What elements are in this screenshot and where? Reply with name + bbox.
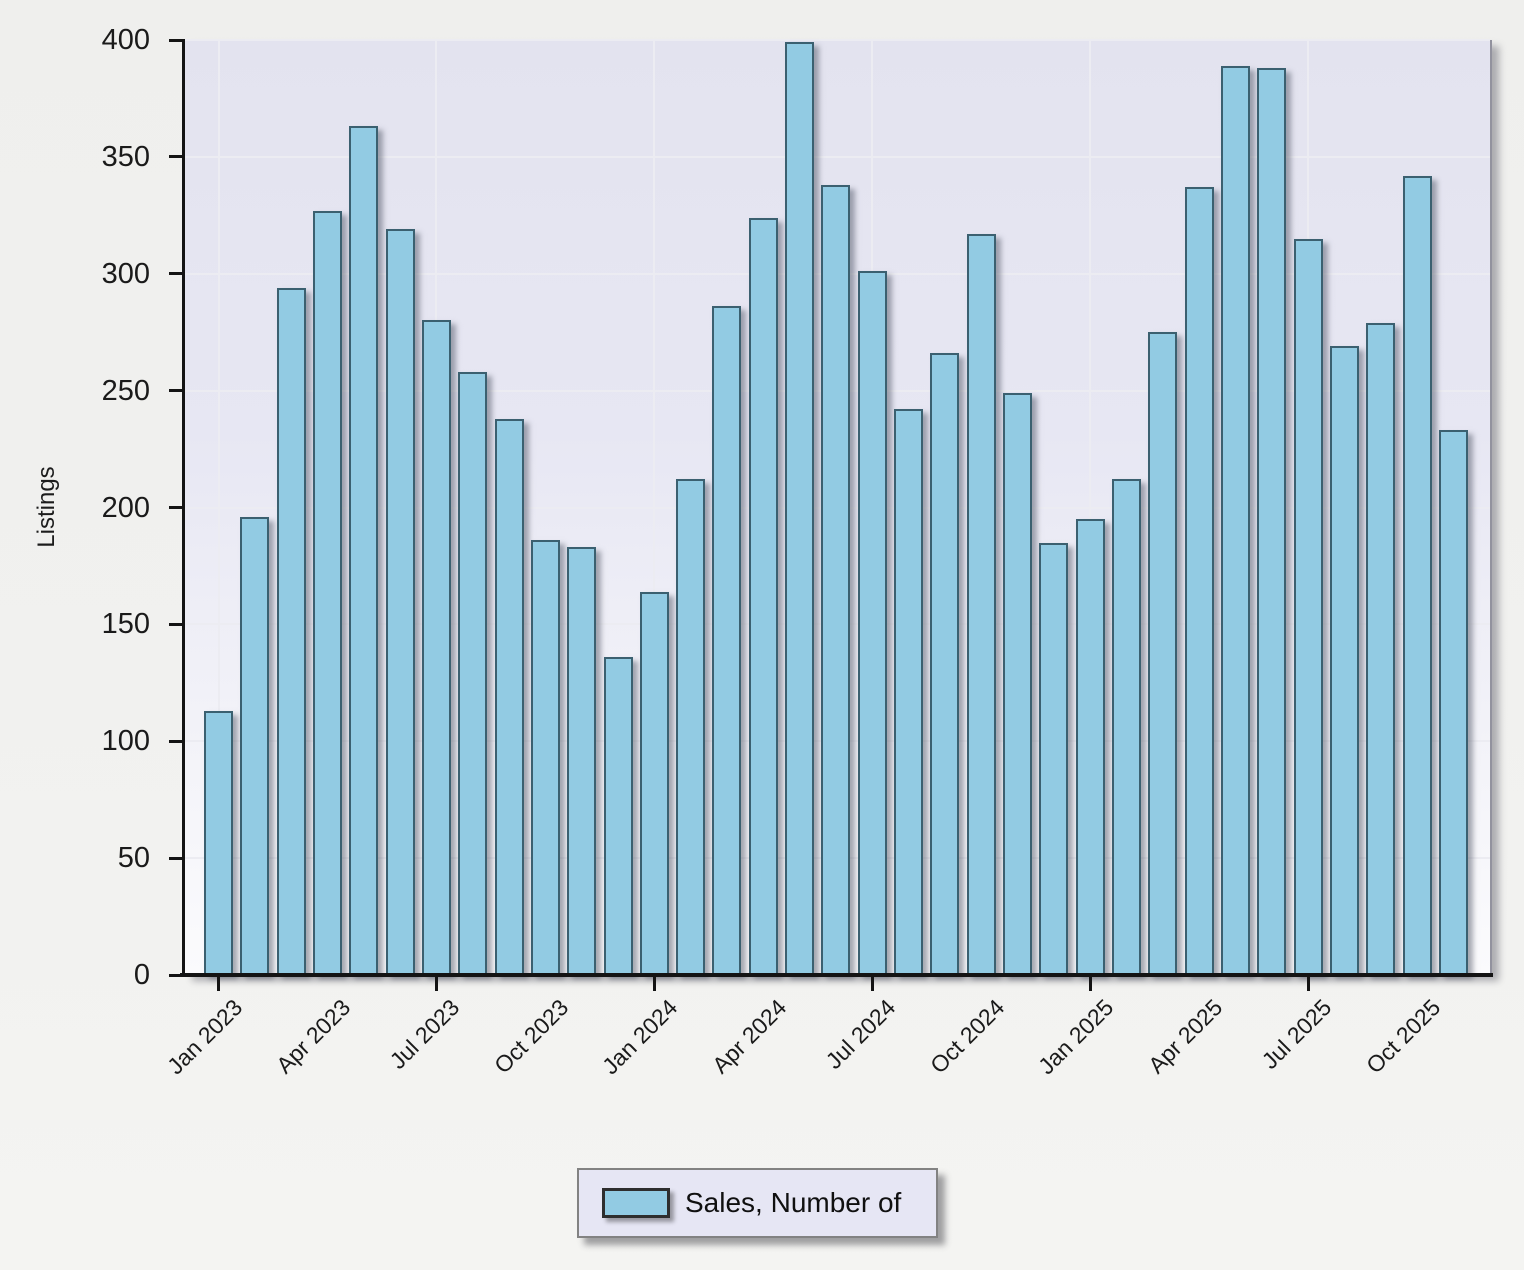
y-tick-label: 50 xyxy=(117,842,150,875)
y-tick-label: 200 xyxy=(101,491,150,524)
vertical-gridline xyxy=(1089,40,1092,975)
legend-box: Sales, Number of xyxy=(577,1168,938,1238)
bar-Oct-2024 xyxy=(966,234,996,975)
bar-Dec-2023 xyxy=(603,657,633,975)
x-axis-line xyxy=(180,973,1493,977)
y-tick-label: 150 xyxy=(101,608,150,641)
x-tick xyxy=(217,977,220,991)
bar-Mar-2024 xyxy=(712,306,742,975)
bar-May-2024 xyxy=(785,42,815,975)
plot-area xyxy=(185,39,1492,975)
bar-Sep-2023 xyxy=(494,419,524,975)
bar-Jan-2023 xyxy=(204,711,233,975)
bar-Aug-2025 xyxy=(1329,346,1359,975)
bar-Mar-2025 xyxy=(1148,332,1178,975)
bar-Nov-2023 xyxy=(567,547,597,975)
y-axis-line xyxy=(182,39,185,977)
bar-Jan-2025 xyxy=(1075,519,1105,975)
y-tick xyxy=(169,272,183,276)
x-tick xyxy=(652,977,656,991)
bar-Jul-2025 xyxy=(1293,239,1323,975)
bar-Apr-2023 xyxy=(312,211,342,975)
bar-Mar-2023 xyxy=(276,288,306,975)
x-tick xyxy=(870,977,874,991)
bar-May-2025 xyxy=(1220,66,1250,975)
y-tick xyxy=(169,38,183,42)
bar-May-2023 xyxy=(349,126,379,975)
bar-Dec-2024 xyxy=(1039,543,1069,975)
bar-Jan-2024 xyxy=(639,592,669,975)
y-tick xyxy=(169,155,183,159)
bar-Oct-2025 xyxy=(1402,176,1432,975)
bar-Aug-2024 xyxy=(894,409,924,975)
vertical-gridline xyxy=(217,40,220,975)
bar-Oct-2023 xyxy=(530,540,560,975)
legend-label: Sales, Number of xyxy=(685,1187,902,1218)
x-tick xyxy=(1306,977,1310,991)
y-tick-label: 100 xyxy=(101,725,150,758)
legend-swatch-sales xyxy=(602,1188,670,1218)
bar-Jun-2024 xyxy=(821,185,851,975)
bar-Jul-2024 xyxy=(857,271,887,975)
bar-Sep-2025 xyxy=(1366,323,1396,975)
x-tick xyxy=(434,977,438,991)
y-tick-label: 400 xyxy=(101,24,150,56)
bar-Jun-2023 xyxy=(385,229,415,975)
horizontal-gridline xyxy=(185,155,1490,158)
y-tick xyxy=(169,856,183,860)
y-tick xyxy=(169,506,183,509)
y-tick-label: 0 xyxy=(133,959,150,991)
x-tick xyxy=(1088,977,1092,991)
bar-Jun-2025 xyxy=(1257,68,1287,975)
bar-Apr-2025 xyxy=(1184,187,1214,975)
bar-Nov-2025 xyxy=(1438,430,1468,975)
y-tick-label: 250 xyxy=(101,374,150,407)
y-tick-label: 300 xyxy=(101,257,150,290)
vertical-gridline xyxy=(653,40,656,975)
horizontal-gridline xyxy=(185,39,1490,41)
bar-Sep-2024 xyxy=(930,353,960,975)
bar-Feb-2025 xyxy=(1112,479,1141,975)
bar-Feb-2023 xyxy=(240,517,270,975)
y-tick xyxy=(169,973,183,977)
y-tick-label: 350 xyxy=(101,140,150,173)
bar-Feb-2024 xyxy=(676,479,706,975)
bar-Jul-2023 xyxy=(421,320,451,975)
bar-Nov-2024 xyxy=(1003,393,1033,975)
bar-Apr-2024 xyxy=(748,218,778,975)
y-tick xyxy=(169,389,183,393)
y-tick xyxy=(169,622,183,626)
y-tick xyxy=(169,739,183,743)
bar-Aug-2023 xyxy=(458,372,488,975)
